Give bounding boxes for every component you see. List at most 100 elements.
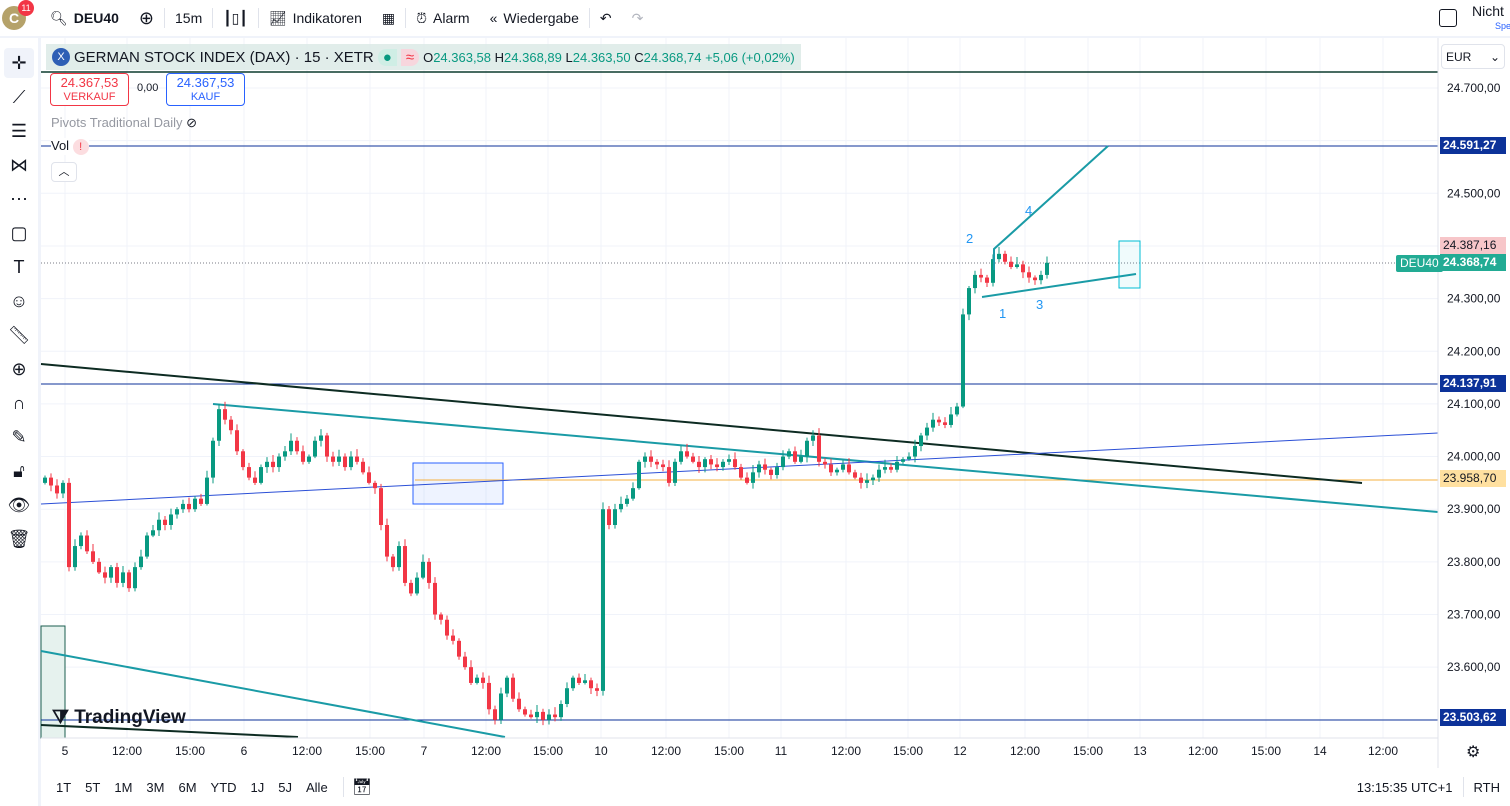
eye-off-icon[interactable]: ⊘ xyxy=(186,115,198,130)
collapse-legend-button[interactable]: ︿ xyxy=(51,162,77,182)
range-ytd[interactable]: YTD xyxy=(210,779,237,795)
trendline-black-lower[interactable] xyxy=(40,724,299,738)
eye-icon[interactable]: 👁︎ xyxy=(7,494,31,515)
candle xyxy=(55,479,59,499)
projection-icon[interactable]: ⋯ xyxy=(10,188,28,209)
candle-body xyxy=(721,461,725,468)
range-5j[interactable]: 5J xyxy=(278,779,292,795)
time-tick: 7 xyxy=(421,744,428,758)
fib-icon[interactable]: ☰ xyxy=(10,120,28,141)
candle-body xyxy=(415,577,419,594)
trendline-teal-lower[interactable] xyxy=(40,650,506,738)
settings-icon[interactable]: ⚙︎ xyxy=(1466,744,1481,761)
candle xyxy=(961,308,965,409)
candle-body xyxy=(163,519,167,525)
candle xyxy=(319,429,323,447)
candle xyxy=(475,674,479,685)
wave-label-2: 2 xyxy=(966,231,973,246)
indicators-button[interactable]: 📈︎ Indikatoren xyxy=(268,9,362,27)
shape-icon[interactable]: ▢ xyxy=(10,222,28,243)
spread: 0,00 xyxy=(137,82,159,94)
redo-icon: ↷ xyxy=(631,9,644,26)
text-icon[interactable]: T xyxy=(13,256,25,277)
trendline-teal[interactable] xyxy=(212,403,1439,513)
candle xyxy=(571,675,575,691)
candle xyxy=(649,450,653,468)
range-1m[interactable]: 1M xyxy=(114,779,133,795)
candle-body xyxy=(253,477,257,483)
lock-icon[interactable]: 🔓︎ xyxy=(13,460,25,481)
sell-button[interactable]: 24.367,53 VERKAUF xyxy=(50,73,129,106)
emoji-icon[interactable]: ☺ xyxy=(9,290,29,311)
candle xyxy=(163,516,167,531)
pattern-icon[interactable]: ⋈ xyxy=(10,154,28,175)
lock-drawing-icon[interactable]: ✎ xyxy=(11,426,27,447)
range-1j[interactable]: 1J xyxy=(250,779,265,795)
wave-line-lower[interactable] xyxy=(981,273,1137,298)
candle-body xyxy=(745,477,749,483)
candle-body xyxy=(619,503,623,510)
replay-button[interactable]: «Wiedergabe xyxy=(489,10,579,26)
candle-body xyxy=(1033,277,1037,281)
candle-body xyxy=(973,274,977,289)
candle xyxy=(595,683,599,697)
chart-area[interactable] xyxy=(41,38,1510,768)
candle xyxy=(973,270,977,294)
candle xyxy=(685,443,689,459)
trendline-black[interactable] xyxy=(40,363,1363,484)
candle-body xyxy=(931,419,935,428)
range-5t[interactable]: 5T xyxy=(85,779,101,795)
candle xyxy=(283,446,287,461)
calendar-icon[interactable]: 📅︎ xyxy=(351,779,372,796)
vol-indicator[interactable]: Vol ! xyxy=(51,138,89,155)
interval-button[interactable]: 15m xyxy=(175,10,203,26)
candle-body xyxy=(79,535,83,547)
candle-body xyxy=(499,693,503,720)
range-alle[interactable]: Alle xyxy=(306,779,328,795)
buy-button[interactable]: 24.367,53 KAUF xyxy=(166,73,245,106)
magnet-icon[interactable]: ∩ xyxy=(12,392,26,413)
layouts-button[interactable]: ▦ xyxy=(372,0,405,36)
fullscreen-checkbox[interactable] xyxy=(1439,9,1457,27)
redo-button[interactable]: ↷ xyxy=(622,0,654,36)
symbol-search-button[interactable]: 🔍︎ DEU40 xyxy=(50,9,119,27)
candle xyxy=(907,452,911,461)
trash-icon[interactable]: 🗑︎ xyxy=(7,528,31,549)
wave-line-upper[interactable] xyxy=(993,145,1109,270)
range-1t[interactable]: 1T xyxy=(56,779,72,795)
candle xyxy=(457,638,461,660)
candle-body xyxy=(715,464,719,468)
trendline-icon[interactable]: ⟋ xyxy=(12,86,26,107)
candle xyxy=(757,460,761,478)
candle xyxy=(967,285,971,321)
candle xyxy=(121,566,125,588)
pivots-indicator[interactable]: Pivots Traditional Daily ⊘ xyxy=(51,115,198,130)
crosshair-icon[interactable]: ✛ xyxy=(4,48,34,78)
chart-type-button[interactable]: ┃▯┃ xyxy=(213,0,258,36)
candle-body xyxy=(685,451,689,457)
range-6m[interactable]: 6M xyxy=(178,779,197,795)
ruler-icon[interactable]: 📏︎ xyxy=(7,324,31,345)
zoom-in-icon[interactable]: ⊕ xyxy=(11,358,27,379)
alarm-button[interactable]: ⏰︎ Alarm xyxy=(416,9,470,27)
candle-body xyxy=(373,482,377,489)
candle-body xyxy=(271,461,275,468)
range-3m[interactable]: 3M xyxy=(146,779,165,795)
currency-select[interactable]: EUR ⌄ xyxy=(1441,44,1505,69)
candle xyxy=(601,502,605,696)
undo-button[interactable]: ↶ xyxy=(590,0,622,36)
price-label: 23.503,62 xyxy=(1440,709,1506,726)
candle-body xyxy=(493,709,497,720)
candle-body xyxy=(547,714,551,720)
candle-body xyxy=(661,464,665,468)
session-button[interactable]: RTH xyxy=(1473,779,1500,795)
range-rect[interactable] xyxy=(412,462,504,505)
alarm-icon: ⏰︎ xyxy=(416,9,428,26)
target-rect[interactable] xyxy=(1118,240,1141,289)
compare-button[interactable]: ⊕ xyxy=(129,0,164,36)
candle-body xyxy=(901,459,905,462)
candle-body xyxy=(505,677,509,694)
symbol-legend[interactable]: X GERMAN STOCK INDEX (DAX) · 15 · XETR ●… xyxy=(46,44,801,70)
candle-body xyxy=(103,572,107,578)
